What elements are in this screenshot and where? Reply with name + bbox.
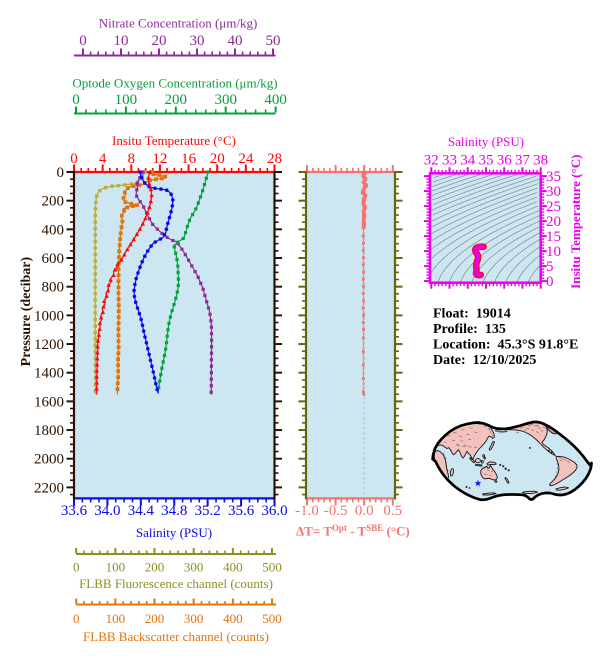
svg-text:12: 12 bbox=[152, 151, 167, 167]
svg-text:Optode Oxygen Concentration (μ: Optode Oxygen Concentration (μm/kg) bbox=[72, 76, 277, 91]
svg-text:200: 200 bbox=[165, 92, 188, 108]
svg-text:400: 400 bbox=[223, 560, 243, 575]
svg-text:300: 300 bbox=[184, 611, 204, 626]
svg-text:Insitu Temperature (°C): Insitu Temperature (°C) bbox=[568, 155, 583, 289]
svg-text:Nitrate Concentration (μm/kg): Nitrate Concentration (μm/kg) bbox=[99, 16, 258, 31]
svg-text:Insitu Temperature (°C): Insitu Temperature (°C) bbox=[112, 133, 236, 148]
svg-text:300: 300 bbox=[214, 92, 237, 108]
svg-text:40: 40 bbox=[228, 33, 243, 49]
svg-text:5: 5 bbox=[546, 259, 554, 275]
svg-text:0: 0 bbox=[73, 560, 80, 575]
svg-text:200: 200 bbox=[145, 560, 165, 575]
svg-text:30: 30 bbox=[546, 184, 561, 200]
svg-text:35: 35 bbox=[478, 153, 493, 169]
svg-text:200: 200 bbox=[42, 194, 65, 210]
svg-text:35.2: 35.2 bbox=[195, 503, 221, 519]
svg-text:0: 0 bbox=[70, 151, 78, 167]
svg-text:Profile: 135: Profile: 135 bbox=[433, 322, 506, 337]
svg-text:100: 100 bbox=[106, 611, 126, 626]
svg-text:20: 20 bbox=[546, 214, 561, 230]
svg-text:FLBB Backscatter channel (coun: FLBB Backscatter channel (counts) bbox=[83, 629, 269, 644]
svg-text:400: 400 bbox=[42, 222, 65, 238]
svg-text:30: 30 bbox=[190, 33, 205, 49]
svg-text:2200: 2200 bbox=[34, 480, 64, 496]
svg-text:8: 8 bbox=[128, 151, 136, 167]
svg-text:34.0: 34.0 bbox=[94, 503, 120, 519]
svg-text:Location: 45.3°S 91.8°E: Location: 45.3°S 91.8°E bbox=[433, 338, 578, 353]
svg-text:0: 0 bbox=[57, 165, 65, 181]
svg-text:500: 500 bbox=[262, 560, 282, 575]
svg-text:35: 35 bbox=[546, 169, 561, 185]
svg-text:0.5: 0.5 bbox=[383, 503, 402, 519]
svg-text:1400: 1400 bbox=[34, 366, 64, 382]
svg-text:36.0: 36.0 bbox=[261, 503, 287, 519]
svg-text:ΔT= TOpt - TSBE (°C): ΔT= TOpt - TSBE (°C) bbox=[296, 523, 410, 539]
svg-text:0.0: 0.0 bbox=[355, 503, 374, 519]
svg-text:34.8: 34.8 bbox=[161, 503, 187, 519]
svg-text:16: 16 bbox=[181, 151, 197, 167]
svg-text:10: 10 bbox=[546, 244, 561, 260]
svg-text:1800: 1800 bbox=[34, 423, 64, 439]
svg-text:300: 300 bbox=[184, 560, 204, 575]
svg-text:-1.0: -1.0 bbox=[295, 503, 319, 519]
svg-text:1200: 1200 bbox=[34, 337, 64, 353]
svg-text:100: 100 bbox=[115, 92, 138, 108]
svg-text:50: 50 bbox=[266, 33, 281, 49]
svg-text:2000: 2000 bbox=[34, 452, 64, 468]
svg-text:25: 25 bbox=[546, 199, 561, 215]
svg-text:400: 400 bbox=[264, 92, 287, 108]
svg-text:Pressure (decibar): Pressure (decibar) bbox=[19, 257, 34, 367]
svg-text:0: 0 bbox=[79, 33, 87, 49]
svg-text:35.6: 35.6 bbox=[228, 503, 255, 519]
svg-text:1000: 1000 bbox=[34, 308, 64, 324]
svg-text:800: 800 bbox=[42, 280, 65, 296]
svg-text:600: 600 bbox=[42, 251, 65, 267]
svg-text:Salinity (PSU): Salinity (PSU) bbox=[136, 525, 212, 540]
svg-text:Date: 12/10/2025: Date: 12/10/2025 bbox=[433, 353, 536, 368]
svg-text:0: 0 bbox=[72, 92, 80, 108]
svg-text:0: 0 bbox=[73, 611, 80, 626]
svg-text:200: 200 bbox=[145, 611, 165, 626]
svg-text:500: 500 bbox=[262, 611, 282, 626]
svg-text:1600: 1600 bbox=[34, 394, 64, 410]
svg-text:34: 34 bbox=[460, 153, 476, 169]
svg-text:15: 15 bbox=[546, 229, 561, 245]
svg-text:38: 38 bbox=[533, 153, 548, 169]
svg-text:36: 36 bbox=[497, 153, 513, 169]
svg-text:-0.5: -0.5 bbox=[324, 503, 348, 519]
svg-text:100: 100 bbox=[106, 560, 126, 575]
svg-text:24: 24 bbox=[238, 151, 254, 167]
svg-text:FLBB Fluorescence channel (cou: FLBB Fluorescence channel (counts) bbox=[79, 576, 273, 591]
svg-text:Float: 19014: Float: 19014 bbox=[433, 307, 511, 322]
svg-text:28: 28 bbox=[267, 151, 282, 167]
svg-text:Salinity (PSU): Salinity (PSU) bbox=[448, 134, 524, 149]
svg-text:400: 400 bbox=[223, 611, 243, 626]
svg-text:4: 4 bbox=[99, 151, 107, 167]
svg-text:33.6: 33.6 bbox=[61, 503, 88, 519]
svg-text:32: 32 bbox=[424, 153, 439, 169]
svg-text:34.4: 34.4 bbox=[128, 503, 155, 519]
svg-text:20: 20 bbox=[152, 33, 167, 49]
svg-text:33: 33 bbox=[442, 153, 457, 169]
svg-text:10: 10 bbox=[114, 33, 129, 49]
svg-text:0: 0 bbox=[546, 274, 554, 290]
svg-text:37: 37 bbox=[515, 153, 531, 169]
svg-text:20: 20 bbox=[210, 151, 225, 167]
